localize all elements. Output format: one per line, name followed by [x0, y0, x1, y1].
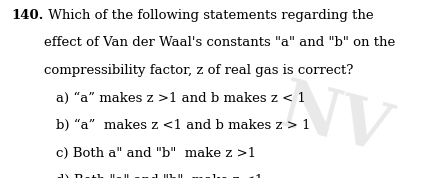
Text: d) Both "a" and "b"  make z <1: d) Both "a" and "b" make z <1: [56, 174, 263, 178]
Text: Which of the following statements regarding the: Which of the following statements regard…: [44, 9, 373, 22]
Text: b) “a”  makes z <1 and b makes z > 1: b) “a” makes z <1 and b makes z > 1: [56, 119, 310, 132]
Text: 140.: 140.: [11, 9, 44, 22]
Text: c) Both a" and "b"  make z >1: c) Both a" and "b" make z >1: [56, 147, 256, 160]
Text: compressibility factor, z of real gas is correct?: compressibility factor, z of real gas is…: [44, 64, 353, 77]
Text: a) “a” makes z >1 and b makes z < 1: a) “a” makes z >1 and b makes z < 1: [56, 92, 306, 105]
Text: effect of Van der Waal's constants "a" and "b" on the: effect of Van der Waal's constants "a" a…: [44, 36, 395, 49]
Text: NV: NV: [271, 75, 396, 167]
